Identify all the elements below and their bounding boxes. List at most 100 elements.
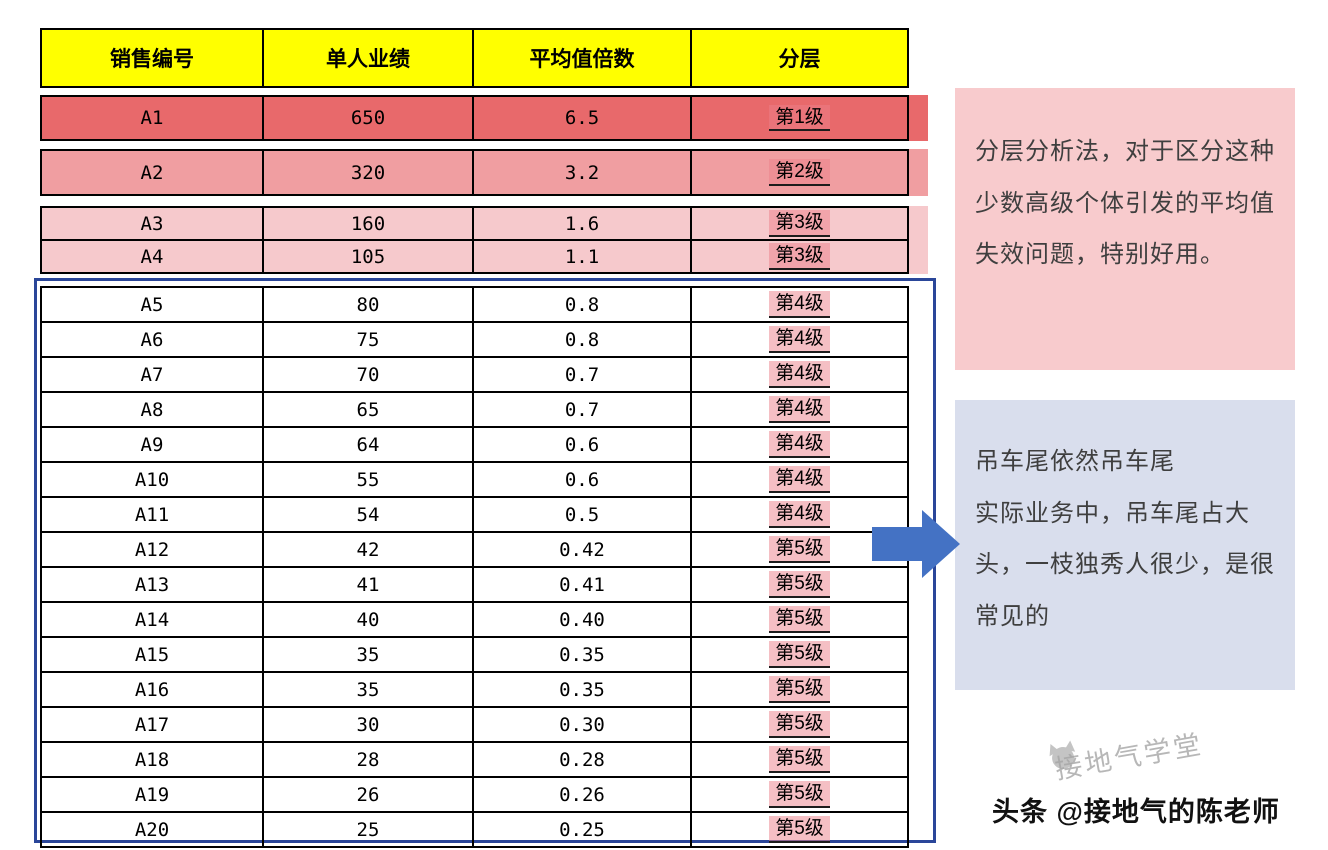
tier-label: 第3级 xyxy=(769,210,830,237)
annotation-stratified-analysis: 分层分析法，对于区分这种少数高级个体引发的平均值失效问题，特别好用。 xyxy=(955,88,1295,370)
table-cell: 0.42 xyxy=(472,533,690,566)
table-row: A14 40 0.40 第5级 xyxy=(42,601,907,636)
table-cell: 第4级 xyxy=(690,498,907,531)
table-cell: A16 xyxy=(134,678,170,701)
table-cell: 26 xyxy=(262,778,472,811)
table-cell: 第5级 xyxy=(690,673,907,706)
table-cell: 第3级 xyxy=(690,208,907,239)
tier-label: 第5级 xyxy=(769,781,830,808)
table-row: A5 80 0.8 第4级 xyxy=(42,288,907,321)
table-cell: A17 xyxy=(134,713,170,736)
diagonal-watermark: 接地气学堂 xyxy=(1052,729,1206,785)
table-row: A7 70 0.7 第4级 xyxy=(42,356,907,391)
table-cell: 第2级 xyxy=(690,151,907,194)
table-cell: A14 xyxy=(134,608,170,631)
table-cell: 105 xyxy=(262,241,472,272)
table-cell: 第4级 xyxy=(690,288,907,321)
table-band-tier1: A1 650 6.5 第1级 xyxy=(40,95,928,141)
table-row: A4 105 1.1 第3级 xyxy=(42,239,907,272)
table-cell: 0.41 xyxy=(472,568,690,601)
table-cell: 28 xyxy=(262,743,472,776)
table-cell: 第5级 xyxy=(690,568,907,601)
table-cell: 75 xyxy=(262,323,472,356)
table-header-cell: 平均值倍数 xyxy=(472,30,690,86)
table-cell: A19 xyxy=(134,783,170,806)
table-cell: 第3级 xyxy=(690,241,907,272)
right-arrow-icon xyxy=(872,508,962,580)
table-band-tier1-frame: A1 650 6.5 第1级 xyxy=(40,95,909,141)
table-cell: 40 xyxy=(262,603,472,636)
table-cell: 0.40 xyxy=(472,603,690,636)
table-cell: 0.8 xyxy=(472,288,690,321)
table-cell: 第1级 xyxy=(690,97,907,139)
table-cell: 55 xyxy=(262,463,472,496)
annotation-tail-note-line1: 吊车尾依然吊车尾 xyxy=(975,448,1175,475)
table-cell: 320 xyxy=(262,151,472,194)
table-cell: 第4级 xyxy=(690,323,907,356)
table-cell: 1.1 xyxy=(472,241,690,272)
table-cell: 0.30 xyxy=(472,708,690,741)
table-row: A18 28 0.28 第5级 xyxy=(42,741,907,776)
table-cell: 0.7 xyxy=(472,358,690,391)
table-band-tier2: A2 320 3.2 第2级 xyxy=(40,149,928,196)
table-cell: 25 xyxy=(262,813,472,846)
table-cell: A10 xyxy=(134,468,170,491)
table-cell: 第5级 xyxy=(690,813,907,846)
tier-label: 第4级 xyxy=(769,466,830,493)
table-cell: 0.6 xyxy=(472,463,690,496)
table-row: A2 320 3.2 第2级 xyxy=(42,151,907,194)
table-cell: 第4级 xyxy=(690,463,907,496)
table-cell: 第5级 xyxy=(690,708,907,741)
tier-label: 第5级 xyxy=(769,746,830,773)
table-cell: 41 xyxy=(262,568,472,601)
table-cell: 第5级 xyxy=(690,638,907,671)
table-cell: 第4级 xyxy=(690,393,907,426)
table-cell: 第5级 xyxy=(690,603,907,636)
table-cell: 0.5 xyxy=(472,498,690,531)
table-row: A9 64 0.6 第4级 xyxy=(42,426,907,461)
table-body-frame: A5 80 0.8 第4级 A6 75 0.8 第4级 A7 70 0.7 第4级 A8 65 0.7 第4级… xyxy=(40,286,909,848)
table-band-tier3-frame: A3 160 1.6 第3级 A4 105 1.1 第3级 xyxy=(40,206,909,274)
tier-label: 第5级 xyxy=(769,536,830,563)
table-cell: 65 xyxy=(262,393,472,426)
table-cell: 第5级 xyxy=(690,533,907,566)
table-band-tier2-frame: A2 320 3.2 第2级 xyxy=(40,149,909,196)
table-cell: 0.8 xyxy=(472,323,690,356)
table-cell: 0.25 xyxy=(472,813,690,846)
table-row: A15 35 0.35 第5级 xyxy=(42,636,907,671)
table-cell: A11 xyxy=(134,503,170,526)
table-cell: A7 xyxy=(140,363,164,386)
table-cell: A4 xyxy=(140,245,164,268)
table-cell: A20 xyxy=(134,818,170,841)
table-cell: 6.5 xyxy=(472,97,690,139)
tier-label: 第4级 xyxy=(769,431,830,458)
tier-label: 第4级 xyxy=(769,326,830,353)
table-header-row: 销售编号 单人业绩 平均值倍数 分层 xyxy=(42,30,907,86)
table-cell: 35 xyxy=(262,638,472,671)
table-row: A17 30 0.30 第5级 xyxy=(42,706,907,741)
table-band-tier3: A3 160 1.6 第3级 A4 105 1.1 第3级 xyxy=(40,206,928,274)
table-row: A16 35 0.35 第5级 xyxy=(42,671,907,706)
table-cell: A5 xyxy=(140,293,164,316)
table-cell: 54 xyxy=(262,498,472,531)
table-cell: A12 xyxy=(134,538,170,561)
table-cell: A6 xyxy=(140,328,164,351)
table-cell: 3.2 xyxy=(472,151,690,194)
table-cell: 第4级 xyxy=(690,428,907,461)
annotation-tail-note-line2: 实际业务中，吊车尾占大头，一枝独秀人很少，是很常见的 xyxy=(975,499,1275,630)
table-cell: A2 xyxy=(140,161,164,184)
table-row: A11 54 0.5 第4级 xyxy=(42,496,907,531)
table-header-cell: 销售编号 xyxy=(110,48,194,71)
tier-label: 第4级 xyxy=(769,291,830,318)
tier-label: 第3级 xyxy=(769,243,830,270)
table-row: A6 75 0.8 第4级 xyxy=(42,321,907,356)
tier-label: 第5级 xyxy=(769,641,830,668)
table-cell: 650 xyxy=(262,97,472,139)
table-cell: A15 xyxy=(134,643,170,666)
table-cell: 80 xyxy=(262,288,472,321)
table-cell: 0.26 xyxy=(472,778,690,811)
table-cell: 第4级 xyxy=(690,358,907,391)
table-cell: A8 xyxy=(140,398,164,421)
table-cell: 0.7 xyxy=(472,393,690,426)
